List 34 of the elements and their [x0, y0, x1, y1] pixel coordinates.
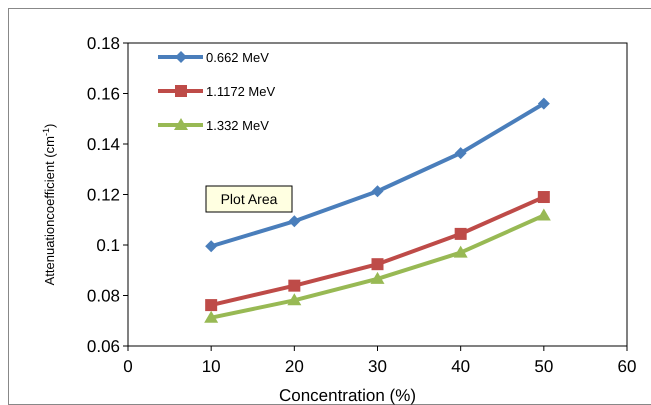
point — [204, 310, 218, 323]
point — [372, 258, 384, 270]
x-tick-label: 20 — [284, 357, 304, 376]
point — [538, 98, 550, 110]
legend-label: 1.1172 MeV — [206, 84, 276, 99]
x-tick-label: 30 — [368, 357, 387, 376]
x-tick-label: 10 — [202, 357, 221, 376]
y-tick-label: 0.1 — [96, 236, 120, 255]
y-tick-label: 0.12 — [86, 186, 120, 204]
legend-label: 1.332 MeV — [206, 118, 270, 133]
x-tick-label: 0 — [123, 357, 133, 376]
point — [205, 299, 218, 312]
legend-label: 0.662 MeV — [206, 50, 270, 65]
y-tick-label: 0.18 — [86, 34, 120, 53]
x-tick-label: 40 — [451, 357, 470, 376]
point — [288, 280, 300, 292]
y-tick-label: 0.16 — [86, 84, 120, 104]
point — [372, 185, 384, 198]
point — [454, 246, 468, 258]
point — [205, 240, 218, 252]
point — [538, 191, 550, 204]
point — [370, 272, 384, 284]
y-tick-label: 0.08 — [86, 286, 120, 306]
point — [454, 228, 467, 240]
annotation: Plot Area — [220, 191, 278, 207]
x-axis-title: Concentration (%) — [278, 386, 416, 405]
point — [454, 147, 467, 160]
x-tick-label: 50 — [534, 357, 554, 376]
y-tick-label: 0.06 — [86, 337, 120, 356]
point — [536, 208, 551, 220]
y-tick-label: 0.14 — [86, 135, 120, 154]
point — [287, 293, 302, 306]
point — [288, 215, 300, 228]
x-tick-label: 60 — [618, 357, 636, 376]
